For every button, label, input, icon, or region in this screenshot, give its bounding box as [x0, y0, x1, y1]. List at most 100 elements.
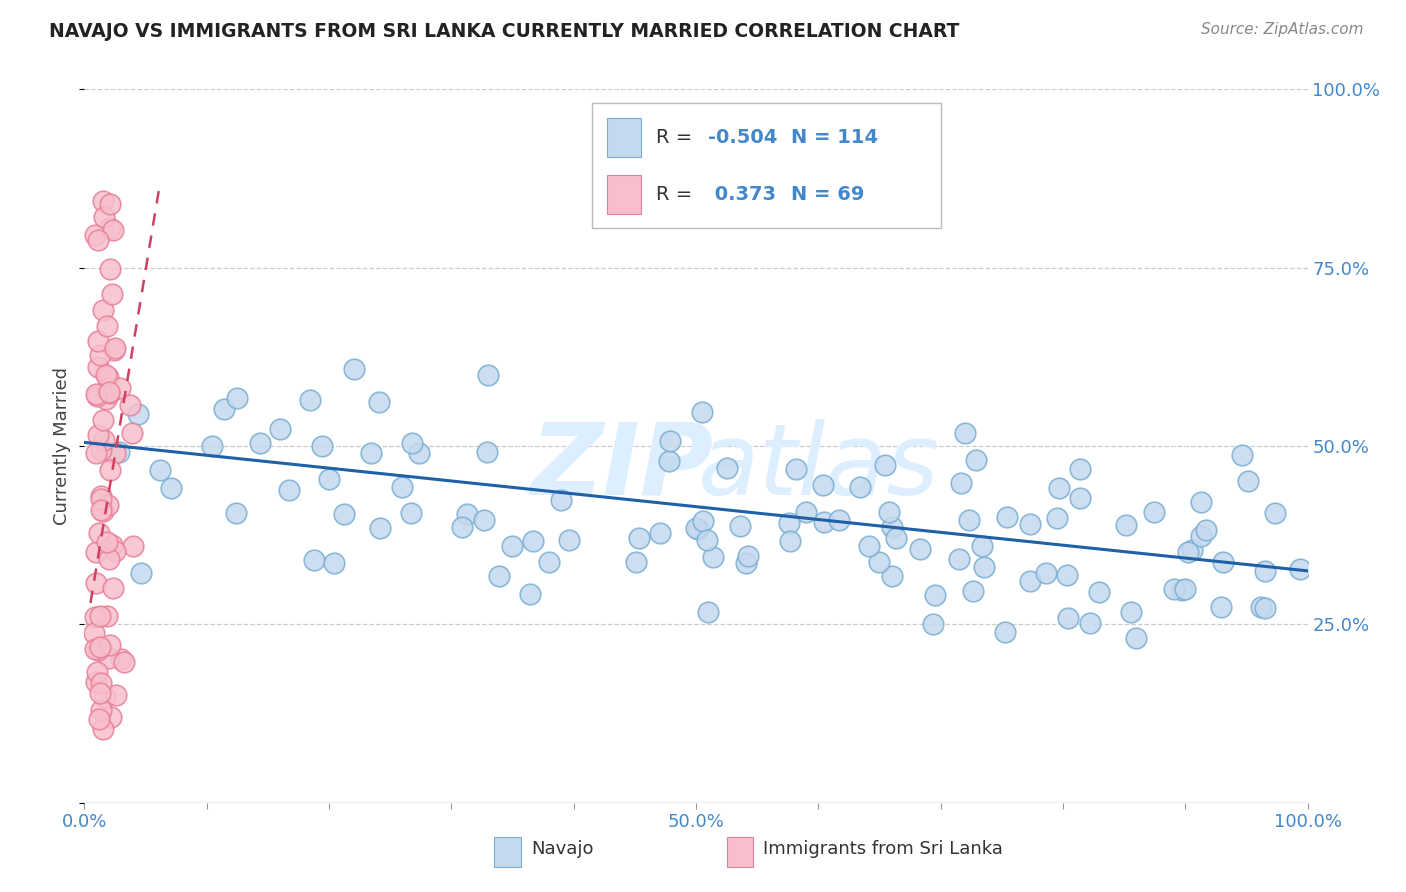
- Point: [90, 503, 112, 517]
- Point: [1211, 600, 1233, 615]
- Point: [90, 702, 112, 716]
- Point: [1046, 511, 1069, 525]
- Point: [696, 533, 718, 548]
- Point: [970, 540, 993, 554]
- Point: [995, 509, 1018, 524]
- Point: [877, 505, 900, 519]
- Point: [108, 444, 131, 458]
- Point: [343, 361, 366, 376]
- Point: [96, 381, 118, 395]
- Point: [121, 425, 143, 440]
- FancyBboxPatch shape: [494, 837, 522, 867]
- Point: [924, 588, 946, 602]
- Point: [101, 538, 124, 552]
- Point: [1115, 518, 1137, 533]
- Point: [965, 453, 987, 467]
- Point: [332, 507, 354, 521]
- Text: Source: ZipAtlas.com: Source: ZipAtlas.com: [1201, 22, 1364, 37]
- Point: [627, 532, 650, 546]
- Point: [360, 446, 382, 460]
- Point: [97, 498, 120, 512]
- Point: [90, 491, 112, 506]
- Text: 0.373: 0.373: [709, 186, 776, 204]
- Point: [86, 334, 108, 348]
- Point: [737, 549, 759, 563]
- FancyBboxPatch shape: [606, 175, 641, 214]
- Point: [86, 389, 108, 403]
- Point: [249, 435, 271, 450]
- Point: [697, 605, 720, 619]
- Point: [1174, 582, 1197, 597]
- Point: [89, 640, 111, 654]
- Point: [882, 520, 904, 534]
- Point: [302, 552, 325, 566]
- Point: [401, 436, 423, 450]
- Point: [950, 475, 973, 490]
- Point: [100, 710, 122, 724]
- Point: [87, 360, 110, 375]
- Point: [994, 624, 1017, 639]
- Point: [1143, 505, 1166, 519]
- Point: [1254, 601, 1277, 615]
- Point: [794, 506, 817, 520]
- Point: [84, 545, 107, 559]
- Point: [97, 384, 120, 399]
- Point: [86, 387, 108, 401]
- Point: [110, 652, 132, 666]
- Point: [1163, 582, 1185, 596]
- Point: [100, 385, 122, 400]
- Point: [1189, 495, 1212, 509]
- Point: [973, 560, 995, 574]
- Point: [1230, 448, 1253, 462]
- Point: [90, 675, 112, 690]
- Point: [277, 483, 299, 497]
- Point: [488, 569, 510, 583]
- Point: [1212, 555, 1234, 569]
- Point: [1250, 599, 1272, 614]
- Point: [716, 461, 738, 475]
- Point: [298, 393, 321, 408]
- Point: [728, 519, 751, 533]
- Point: [1069, 462, 1091, 476]
- Point: [98, 220, 121, 235]
- Point: [658, 454, 681, 468]
- Point: [86, 576, 108, 591]
- Text: R =: R =: [655, 128, 699, 147]
- Point: [104, 341, 127, 355]
- Point: [408, 446, 430, 460]
- Point: [98, 261, 121, 276]
- Point: [90, 489, 112, 503]
- Point: [1047, 481, 1070, 495]
- Point: [648, 526, 671, 541]
- Point: [538, 556, 561, 570]
- Point: [522, 533, 544, 548]
- Point: [87, 428, 110, 442]
- Point: [89, 609, 111, 624]
- Point: [692, 514, 714, 528]
- Point: [785, 462, 807, 476]
- Point: [318, 472, 340, 486]
- Point: [475, 445, 498, 459]
- Point: [94, 690, 117, 705]
- Point: [87, 526, 110, 541]
- Point: [129, 566, 152, 580]
- Point: [624, 555, 647, 569]
- Y-axis label: Currently Married: Currently Married: [53, 367, 72, 525]
- Point: [96, 392, 118, 406]
- Point: [558, 533, 581, 548]
- Point: [401, 506, 423, 520]
- Point: [884, 531, 907, 545]
- FancyBboxPatch shape: [592, 103, 941, 228]
- Point: [226, 391, 249, 405]
- Point: [1177, 545, 1199, 559]
- Point: [1019, 574, 1042, 589]
- Text: Navajo: Navajo: [531, 840, 593, 858]
- Point: [91, 194, 114, 208]
- Point: [1264, 506, 1286, 520]
- Point: [1171, 582, 1194, 597]
- Point: [98, 463, 121, 477]
- Point: [1035, 566, 1057, 580]
- Point: [868, 555, 890, 569]
- Point: [93, 433, 115, 447]
- Point: [948, 552, 970, 566]
